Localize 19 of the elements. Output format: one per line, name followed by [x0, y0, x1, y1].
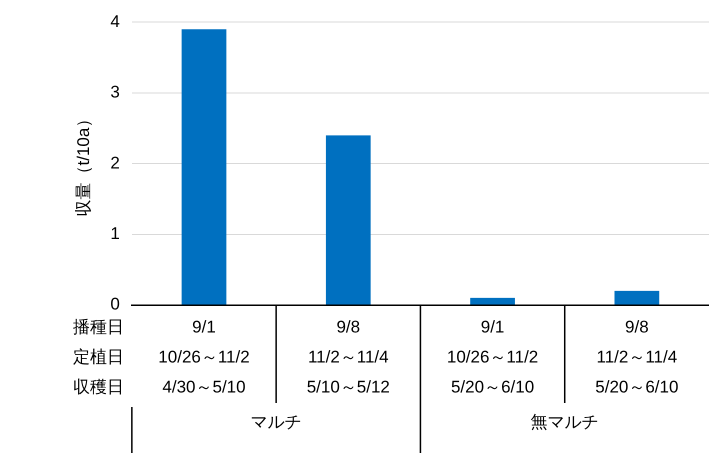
- text: 無マルチ: [530, 412, 599, 432]
- y-tick-label: 0: [110, 294, 120, 314]
- bar: [182, 29, 226, 304]
- bar: [470, 298, 515, 304]
- y-tick-label: 4: [110, 12, 120, 31]
- x-tick-label: 9/8 11/2～11/4 5/10～5/12: [306, 318, 390, 397]
- text: マルチ: [250, 412, 302, 432]
- x-tick-label: 9/1 10/26～11/2 4/30～5/10: [158, 318, 250, 397]
- x-tick-label: 9/1 10/26～11/2 5/20～6/10: [446, 318, 538, 397]
- y-tick-label: 3: [110, 82, 120, 102]
- x-tick-label: 9/8 11/2～11/4 5/20～6/10: [595, 318, 678, 397]
- y-tick-label: 2: [110, 153, 120, 172]
- y-axis-title: 収量（t/10a）: [74, 110, 93, 217]
- y-tick-label: 1: [110, 224, 120, 243]
- text: 播種日: [72, 318, 124, 337]
- bar: [326, 135, 371, 304]
- text: 定植日: [72, 348, 124, 367]
- bar: [614, 290, 660, 304]
- text: 収穫日: [72, 378, 124, 397]
